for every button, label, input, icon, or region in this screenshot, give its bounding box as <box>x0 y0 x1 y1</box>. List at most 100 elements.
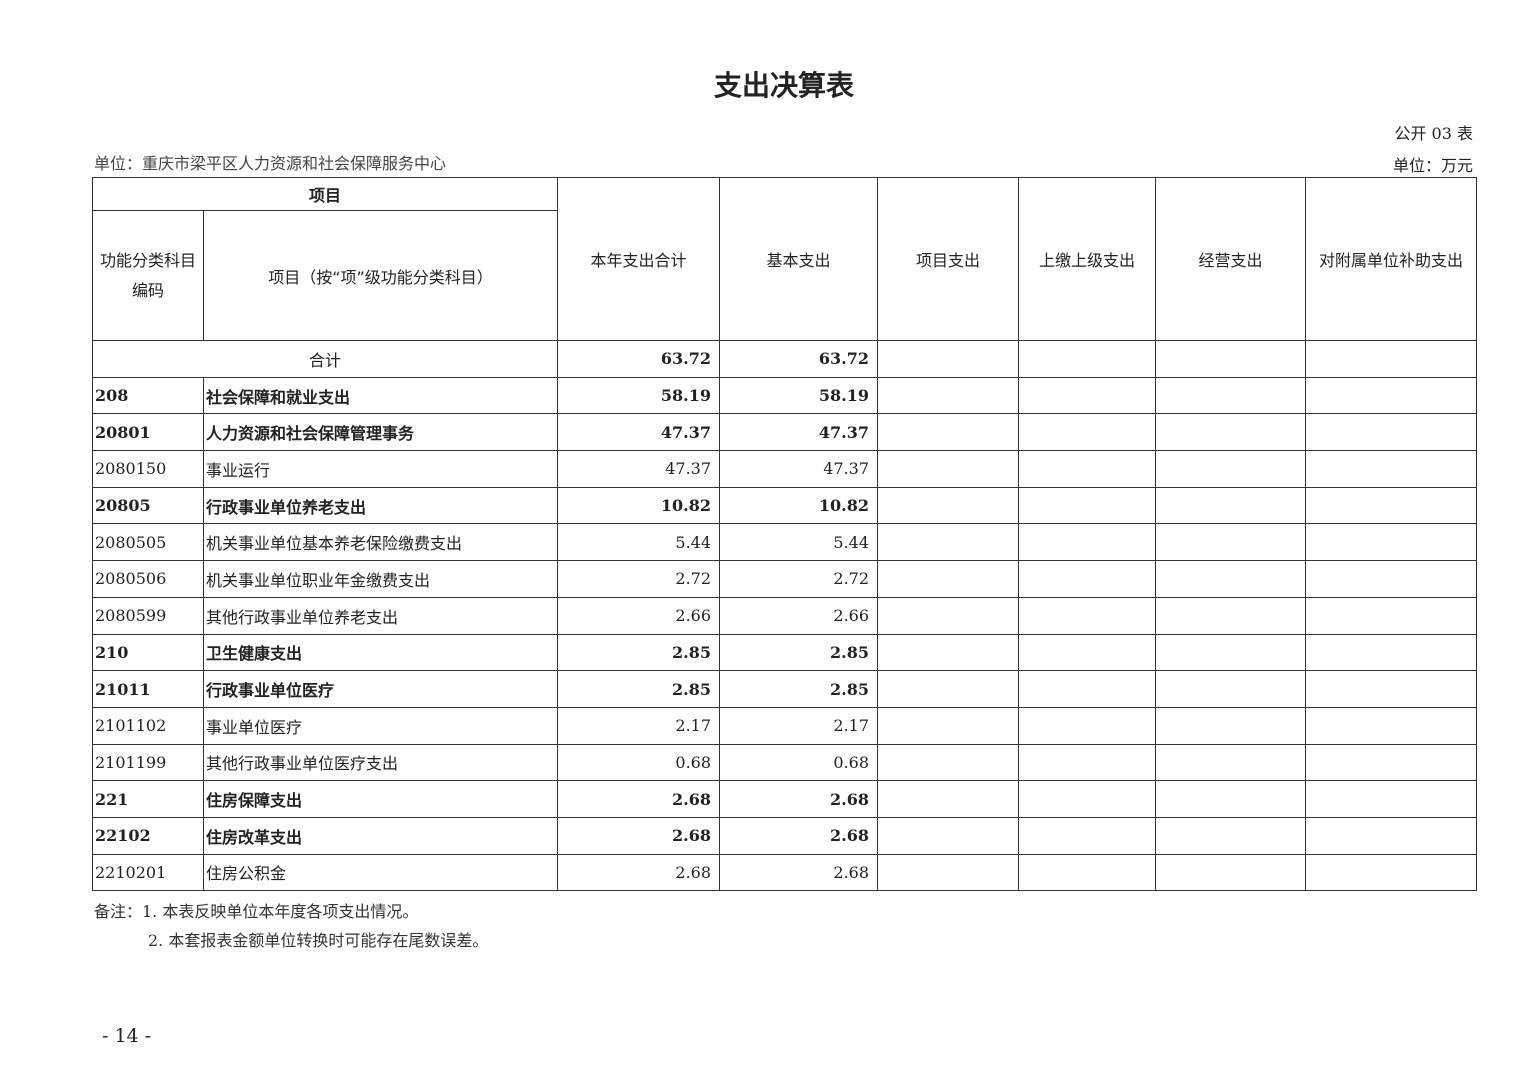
empty-cell <box>877 560 1020 598</box>
row-name: 机关事业单位职业年金缴费支出 <box>202 560 559 598</box>
unit-organization: 单位：重庆市梁平区人力资源和社会保障服务中心 <box>94 154 447 173</box>
row-code: 208 <box>92 376 204 415</box>
row-name: 行政事业单位养老支出 <box>202 486 559 525</box>
row-name: 机关事业单位基本养老保险缴费支出 <box>202 523 559 562</box>
row-name: 其他行政事业单位医疗支出 <box>202 743 559 782</box>
empty-cell <box>1305 413 1478 452</box>
table-row: 20801 人力资源和社会保障管理事务 47.37 47.37 <box>92 413 1478 452</box>
empty-cell <box>1305 596 1478 635</box>
header-project: 项目支出 <box>877 177 1020 341</box>
empty-cell <box>1305 376 1478 415</box>
header-business: 经营支出 <box>1155 177 1307 341</box>
empty-cell <box>1018 376 1157 415</box>
empty-cell <box>877 413 1020 452</box>
empty-cell <box>1155 780 1307 818</box>
row-code: 221 <box>92 780 204 818</box>
total-amount: 63.72 <box>557 340 721 378</box>
empty-cell <box>1155 743 1307 782</box>
empty-cell <box>1018 523 1157 562</box>
row-code: 210 <box>92 633 204 672</box>
row-code: 2080505 <box>92 523 204 562</box>
row-total: 2.68 <box>557 816 721 855</box>
row-basic: 2.17 <box>719 706 879 745</box>
empty-cell <box>1305 780 1478 818</box>
page-number: - 14 - <box>102 1025 152 1047</box>
empty-cell <box>1155 523 1307 562</box>
row-basic: 0.68 <box>719 743 879 782</box>
table-row: 2101199 其他行政事业单位医疗支出 0.68 0.68 <box>92 743 1478 782</box>
note-1: 备注：1. 本表反映单位本年度各项支出情况。 <box>94 902 419 921</box>
notes: 备注：1. 本表反映单位本年度各项支出情况。 2. 本套报表金额单位转换时可能存… <box>94 897 488 955</box>
empty-cell <box>877 706 1020 745</box>
empty-cell <box>1018 596 1157 635</box>
row-total: 47.37 <box>557 413 721 452</box>
table-row: 20805 行政事业单位养老支出 10.82 10.82 <box>92 486 1478 525</box>
table-row: 2080506 机关事业单位职业年金缴费支出 2.72 2.72 <box>92 560 1478 598</box>
table-row: 208 社会保障和就业支出 58.19 58.19 <box>92 376 1478 415</box>
empty-cell <box>1305 670 1478 708</box>
row-code: 2101199 <box>92 743 204 782</box>
empty-cell <box>1018 780 1157 818</box>
row-name: 其他行政事业单位养老支出 <box>202 596 559 635</box>
empty-cell <box>1155 560 1307 598</box>
row-code: 2080506 <box>92 560 204 598</box>
total-row: 合计 63.72 63.72 <box>91 340 1478 378</box>
empty-cell <box>1018 450 1157 488</box>
empty-cell <box>877 376 1020 415</box>
empty-cell <box>1018 486 1157 525</box>
page-title: 支出决算表 <box>713 69 854 102</box>
empty-cell <box>1305 560 1478 598</box>
row-code: 20801 <box>92 413 204 452</box>
empty-cell <box>1155 413 1307 452</box>
row-total: 2.72 <box>557 560 721 598</box>
header-item: 项目 <box>91 177 559 211</box>
table-row: 2210201 住房公积金 2.68 2.68 <box>92 853 1478 892</box>
row-name: 卫生健康支出 <box>202 633 559 672</box>
row-name: 住房公积金 <box>202 853 559 892</box>
row-total: 2.85 <box>557 633 721 672</box>
row-total: 10.82 <box>557 486 721 525</box>
empty-cell <box>1305 743 1478 782</box>
expenditure-table: 项目 本年支出合计 基本支出 项目支出 上缴上级支出 经营支出 对附属单位补助支… <box>91 177 1478 892</box>
empty-cell <box>1305 486 1478 525</box>
row-basic: 2.68 <box>719 780 879 818</box>
row-total: 2.85 <box>557 670 721 708</box>
row-total: 2.68 <box>557 780 721 818</box>
table-row: 221 住房保障支出 2.68 2.68 <box>92 780 1478 818</box>
empty-cell <box>1305 523 1478 562</box>
row-total: 2.17 <box>557 706 721 745</box>
row-code: 2210201 <box>92 853 204 892</box>
row-code: 2080599 <box>92 596 204 635</box>
row-name: 住房改革支出 <box>202 816 559 855</box>
empty-cell <box>1305 706 1478 745</box>
form-number: 公开 03 表 <box>1394 124 1473 143</box>
total-label: 合计 <box>91 340 559 378</box>
empty-cell <box>877 816 1020 855</box>
table-row: 2080150 事业运行 47.37 47.37 <box>92 450 1478 488</box>
empty-cell <box>1305 633 1478 672</box>
row-basic: 5.44 <box>719 523 879 562</box>
empty-cell <box>1155 706 1307 745</box>
empty-cell <box>1155 376 1307 415</box>
row-total: 5.44 <box>557 523 721 562</box>
empty-cell <box>877 853 1020 892</box>
empty-cell <box>1155 596 1307 635</box>
row-code: 2101102 <box>92 706 204 745</box>
table-row: 2080505 机关事业单位基本养老保险缴费支出 5.44 5.44 <box>92 523 1478 562</box>
note-2: 2. 本套报表金额单位转换时可能存在尾数误差。 <box>148 931 489 950</box>
row-basic: 2.72 <box>719 560 879 598</box>
empty-cell <box>1018 853 1157 892</box>
row-name: 事业单位医疗 <box>202 706 559 745</box>
header-name: 项目（按“项”级功能分类科目） <box>202 210 559 341</box>
empty-cell <box>1305 853 1478 892</box>
row-basic: 2.85 <box>719 633 879 672</box>
header-subsidy: 对附属单位补助支出 <box>1305 177 1478 341</box>
row-code: 20805 <box>92 486 204 525</box>
row-total: 0.68 <box>557 743 721 782</box>
row-basic: 2.68 <box>719 816 879 855</box>
row-total: 2.68 <box>557 853 721 892</box>
empty-cell <box>1305 816 1478 855</box>
empty-cell <box>877 633 1020 672</box>
row-basic: 10.82 <box>719 486 879 525</box>
empty-cell <box>877 523 1020 562</box>
